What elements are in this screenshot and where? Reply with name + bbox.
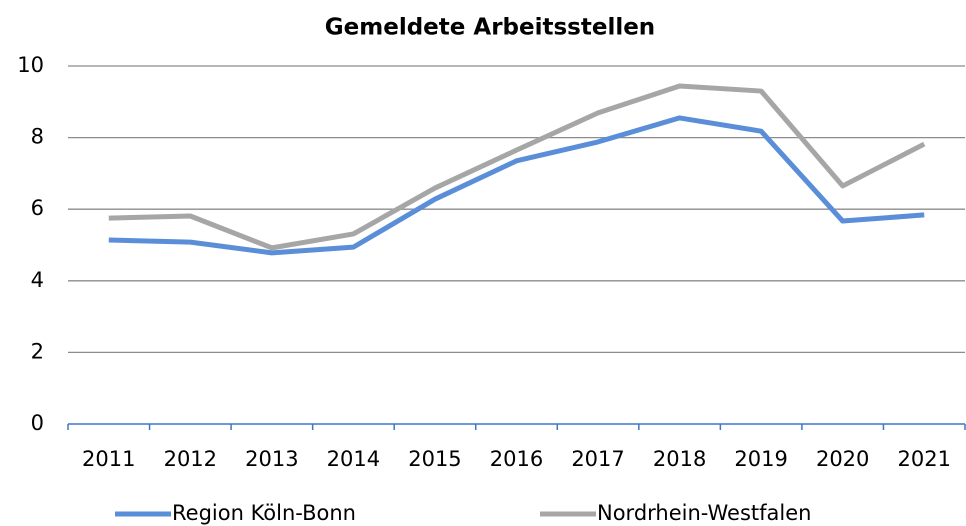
legend-label: Nordrhein-Westfalen: [597, 501, 811, 525]
x-tick-label: 2013: [245, 447, 298, 471]
series-line: [108, 115, 925, 256]
x-tick-label: 2018: [653, 447, 706, 471]
x-tick-label: 2020: [816, 447, 869, 471]
series-line: [108, 83, 926, 251]
x-tick-label: 2014: [327, 447, 380, 471]
x-tick-label: 2012: [164, 447, 217, 471]
y-tick-label: 6: [31, 196, 44, 220]
x-tick-label: 2017: [571, 447, 624, 471]
chart-title: Gemeldete Arbeitsstellen: [325, 15, 655, 41]
y-tick-label: 2: [31, 339, 44, 363]
y-tick-label: 0: [31, 411, 44, 435]
x-tick-label: 2021: [898, 447, 951, 471]
x-tick-label: 2016: [490, 447, 543, 471]
legend-label: Region Köln-Bonn: [172, 501, 356, 525]
y-tick-label: 8: [31, 125, 44, 149]
x-tick-label: 2019: [734, 447, 787, 471]
y-tick-label: 10: [17, 53, 44, 77]
x-tick-label: 2015: [408, 447, 461, 471]
x-tick-label: 2011: [82, 447, 135, 471]
y-tick-label: 4: [31, 268, 44, 292]
